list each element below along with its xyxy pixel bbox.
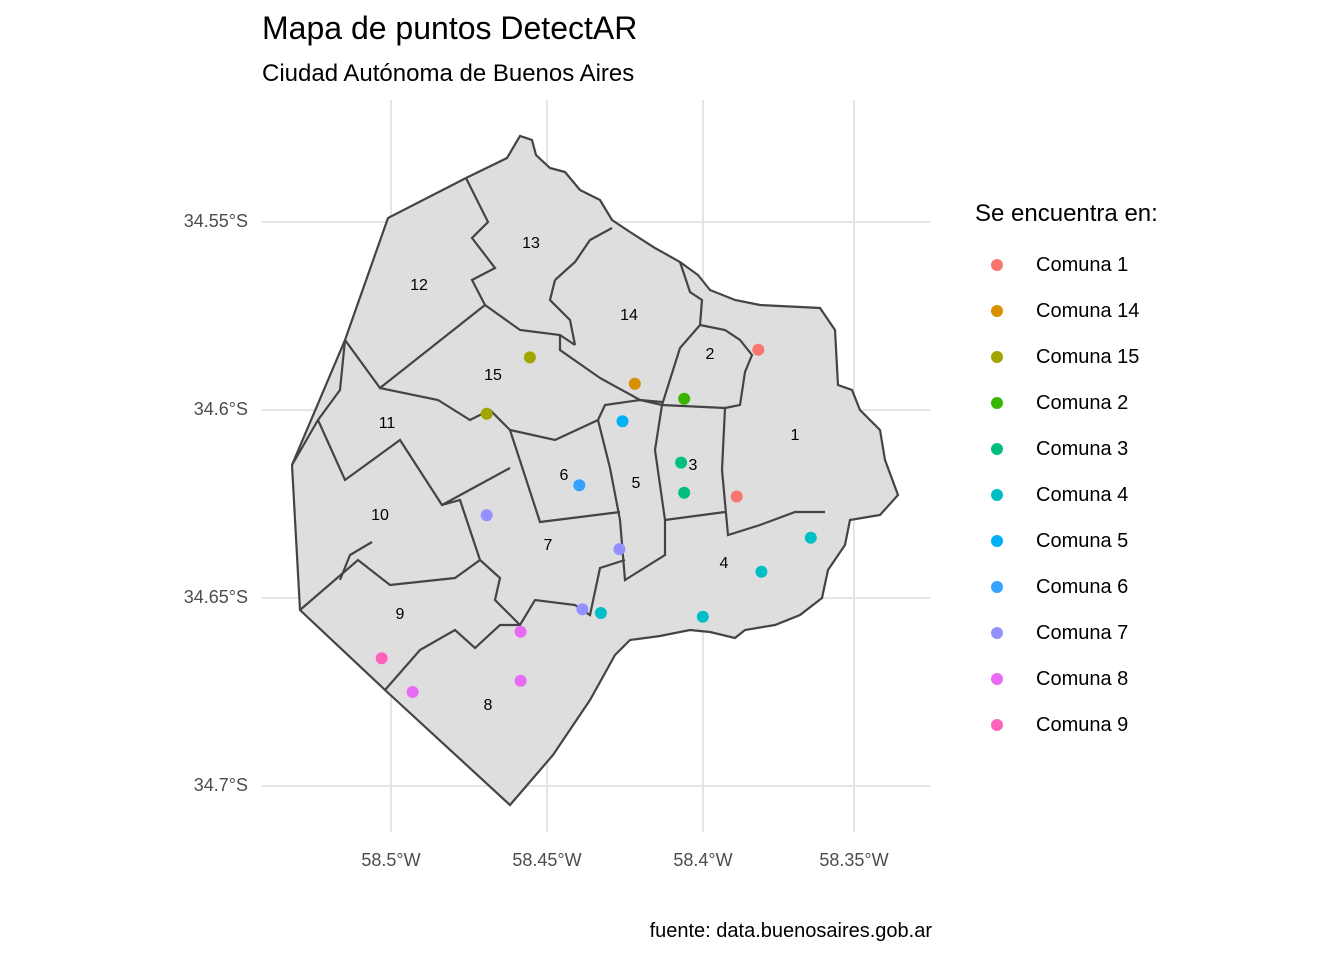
legend-label: Comuna 15 — [1036, 345, 1140, 368]
legend-dot-icon — [991, 351, 1003, 363]
legend-dot-icon — [991, 305, 1003, 317]
legend-item: Comuna 7 — [975, 610, 1158, 656]
data-point — [755, 565, 768, 578]
legend-label: Comuna 6 — [1036, 575, 1129, 598]
data-point — [730, 490, 743, 503]
legend-item: Comuna 4 — [975, 472, 1158, 518]
legend-dot-icon — [991, 535, 1003, 547]
comuna-label: 13 — [522, 235, 540, 252]
comuna-label: 12 — [410, 277, 428, 294]
legend-item: Comuna 5 — [975, 518, 1158, 564]
legend-dot-icon — [991, 259, 1003, 271]
y-tick-label: 34.7°S — [193, 775, 248, 795]
legend-item: Comuna 8 — [975, 656, 1158, 702]
comuna-label: 10 — [371, 507, 389, 524]
y-tick-label: 34.65°S — [183, 587, 248, 607]
data-points — [375, 343, 817, 698]
legend-label: Comuna 8 — [1036, 667, 1129, 690]
legend-label: Comuna 5 — [1036, 529, 1129, 552]
legend-item: Comuna 1 — [975, 242, 1158, 288]
data-point — [628, 377, 641, 390]
data-point — [406, 686, 419, 698]
legend-item: Comuna 6 — [975, 564, 1158, 610]
y-tick-label: 34.6°S — [193, 399, 248, 419]
data-point — [576, 603, 589, 616]
legend-dot-icon — [991, 719, 1003, 731]
comuna-label: 3 — [689, 457, 698, 474]
comuna-label: 1 — [791, 427, 800, 444]
data-point — [696, 610, 709, 623]
data-point — [594, 607, 607, 619]
comuna-label: 11 — [379, 415, 396, 432]
data-point — [523, 351, 536, 364]
legend-label: Comuna 14 — [1036, 299, 1140, 322]
data-point — [375, 652, 388, 665]
comuna-label: 6 — [560, 467, 569, 484]
legend-title: Se encuentra en: — [975, 200, 1158, 227]
legend-item: Comuna 2 — [975, 380, 1158, 426]
comuna-label: 4 — [720, 555, 729, 572]
data-point — [613, 543, 626, 556]
legend-dot-icon — [991, 443, 1003, 455]
caption: fuente: data.buenosaires.gob.ar — [649, 920, 932, 942]
comuna-borders — [291, 177, 825, 691]
legend-label: Comuna 9 — [1036, 713, 1129, 736]
comuna-label: 9 — [396, 606, 405, 623]
data-point — [480, 407, 493, 420]
legend-dot-icon — [991, 673, 1003, 685]
x-tick-label: 58.5°W — [361, 850, 421, 870]
comuna-label: 7 — [544, 537, 553, 554]
data-point — [752, 343, 765, 356]
legend-dot-icon — [991, 581, 1003, 593]
data-point — [480, 509, 493, 522]
legend: Se encuentra en: Comuna 1 Comuna 14 Comuna… — [975, 200, 1158, 748]
legend-item: Comuna 14 — [975, 288, 1158, 334]
data-point — [678, 486, 691, 499]
chart-title: Mapa de puntos DetectAR — [262, 10, 638, 46]
data-point — [514, 674, 527, 687]
data-point — [678, 392, 691, 405]
legend-dot-icon — [991, 489, 1003, 501]
legend-label: Comuna 4 — [1036, 483, 1129, 506]
data-point — [514, 625, 527, 638]
data-point — [804, 531, 817, 544]
comuna-label: 15 — [484, 367, 502, 384]
comuna-labels: 1 2 3 4 5 6 7 8 9 10 11 12 13 14 15 — [371, 235, 799, 714]
comuna-label: 14 — [620, 307, 638, 324]
y-tick-label: 34.55°S — [183, 211, 248, 231]
legend-dot-icon — [991, 627, 1003, 639]
legend-item: Comuna 9 — [975, 702, 1158, 748]
data-point — [675, 456, 688, 469]
data-point — [573, 479, 586, 492]
legend-dot-icon — [991, 397, 1003, 409]
legend-label: Comuna 1 — [1036, 253, 1129, 276]
legend-label: Comuna 7 — [1036, 621, 1129, 644]
legend-item: Comuna 15 — [975, 334, 1158, 380]
comuna-label: 5 — [632, 475, 641, 492]
x-tick-label: 58.35°W — [819, 850, 889, 870]
comuna-label: 8 — [484, 697, 493, 714]
x-tick-label: 58.45°W — [512, 850, 582, 870]
legend-item: Comuna 3 — [975, 426, 1158, 472]
chart-subtitle: Ciudad Autónoma de Buenos Aires — [262, 60, 635, 87]
legend-label: Comuna 3 — [1036, 437, 1129, 460]
x-tick-label: 58.4°W — [673, 850, 733, 870]
legend-label: Comuna 2 — [1036, 391, 1129, 414]
comuna-label: 2 — [706, 346, 715, 363]
data-point — [616, 415, 629, 428]
